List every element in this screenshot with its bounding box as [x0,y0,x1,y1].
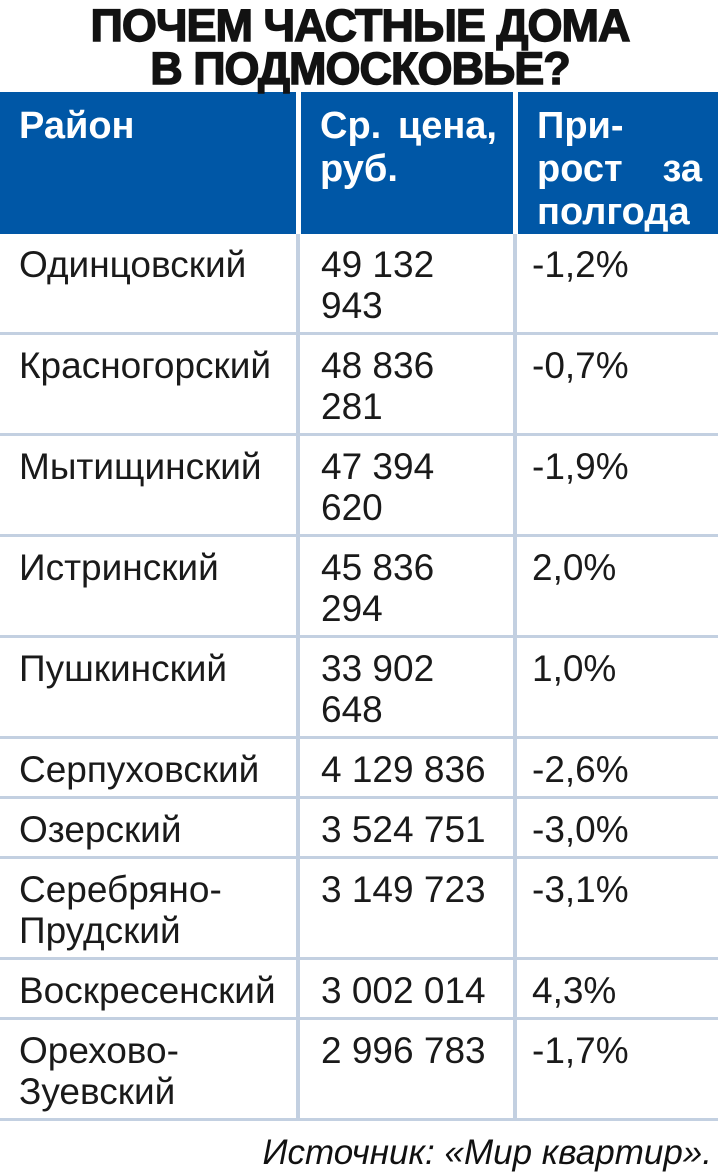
growth-cell: 1,0% [513,638,718,739]
table-body: Одинцовский 49 132 943 -1,2% Красногорск… [0,234,718,1121]
table-header: Район Ср. цена, руб. При- рост за полгод… [0,92,718,234]
page-title: ПОЧЕМ ЧАСТНЫЕ ДОМА В ПОДМОСКОВЬЕ? [0,0,720,92]
price-cell: 45 836 294 [296,537,513,638]
price-cell: 4 129 836 [296,739,513,799]
district-cell: Истринский [0,537,296,638]
district-cell: Одинцовский [0,234,296,335]
price-cell: 47 394 620 [296,436,513,537]
source-note: Источник: «Мир квартир». [262,1133,712,1172]
table-row: Мытищинский 47 394 620 -1,9% [0,436,718,537]
table-row: Орехово- Зуевский 2 996 783 -1,7% [0,1020,718,1121]
growth-cell: 2,0% [513,537,718,638]
growth-cell: -1,9% [513,436,718,537]
table-row: Одинцовский 49 132 943 -1,2% [0,234,718,335]
price-cell: 3 149 723 [296,859,513,960]
column-header-price: Ср. цена, руб. [296,92,513,234]
district-cell: Мытищинский [0,436,296,537]
table-row: Серпуховский 4 129 836 -2,6% [0,739,718,799]
price-cell: 2 996 783 [296,1020,513,1121]
column-header-growth: При- рост за полгода [513,92,718,234]
district-cell: Красногорский [0,335,296,436]
growth-cell: -3,1% [513,859,718,960]
house-prices-table: Район Ср. цена, руб. При- рост за полгод… [0,92,718,1121]
district-cell: Серебряно- Прудский [0,859,296,960]
header-row: Район Ср. цена, руб. При- рост за полгод… [0,92,718,234]
price-cell: 33 902 648 [296,638,513,739]
growth-cell: -3,0% [513,799,718,859]
district-cell: Озерский [0,799,296,859]
district-cell: Орехово- Зуевский [0,1020,296,1121]
table-row: Пушкинский 33 902 648 1,0% [0,638,718,739]
growth-cell: -2,6% [513,739,718,799]
column-header-district: Район [0,92,296,234]
price-cell: 48 836 281 [296,335,513,436]
growth-cell: -1,7% [513,1020,718,1121]
growth-cell: 4,3% [513,960,718,1020]
table-row: Истринский 45 836 294 2,0% [0,537,718,638]
price-cell: 3 002 014 [296,960,513,1020]
growth-cell: -1,2% [513,234,718,335]
page-title-line1: ПОЧЕМ ЧАСТНЫЕ ДОМА [90,0,631,51]
page-title-line2: В ПОДМОСКОВЬЕ? [149,43,571,94]
growth-cell: -0,7% [513,335,718,436]
district-cell: Пушкинский [0,638,296,739]
price-cell: 49 132 943 [296,234,513,335]
district-cell: Серпуховский [0,739,296,799]
table-row: Красногорский 48 836 281 -0,7% [0,335,718,436]
table-row: Воскресенский 3 002 014 4,3% [0,960,718,1020]
price-cell: 3 524 751 [296,799,513,859]
table-row: Озерский 3 524 751 -3,0% [0,799,718,859]
table-row: Серебряно- Прудский 3 149 723 -3,1% [0,859,718,960]
district-cell: Воскресенский [0,960,296,1020]
